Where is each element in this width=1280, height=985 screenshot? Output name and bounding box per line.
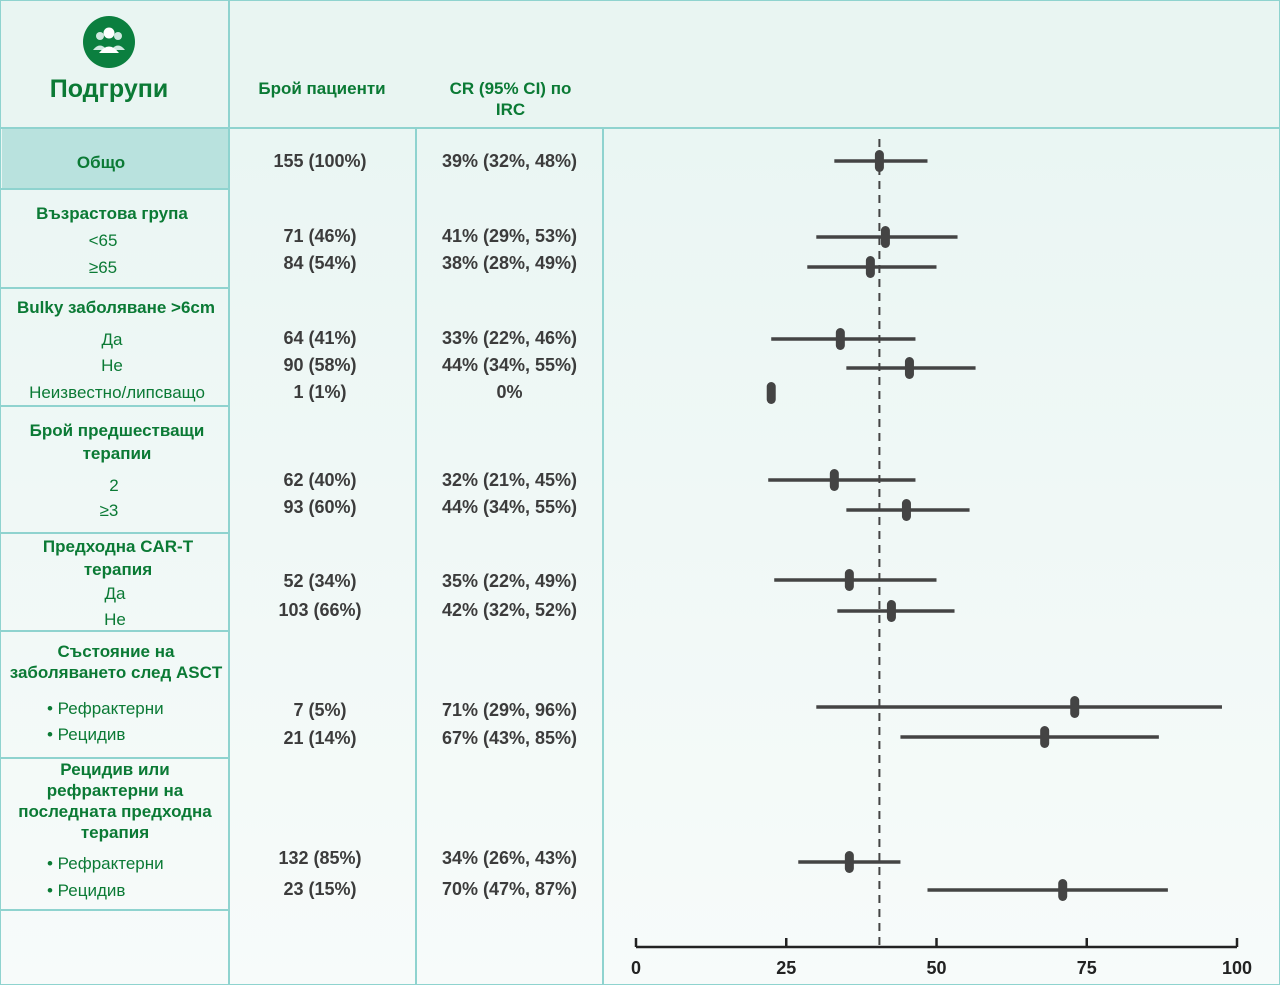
group-label-line: Брой предшестващи (29, 421, 205, 440)
group-divider (1, 287, 229, 289)
group-label-line: Рецидив или (60, 760, 170, 779)
cr-value: 41% (29%, 53%) (441, 226, 578, 246)
point-estimate (844, 569, 854, 591)
group-divider (1, 909, 229, 911)
group-label-prior-therapies: Брой предшестващи терапии (1, 420, 233, 464)
patient-count: 1 (1%) (293, 382, 347, 402)
overall-row-highlight (2, 129, 229, 189)
group-divider (1, 757, 229, 759)
row-label: Не (104, 610, 126, 629)
column-divider (228, 1, 230, 984)
cr-value: 34% (26%, 43%) (441, 848, 578, 868)
group-divider (1, 630, 229, 632)
group-label-age: Възрастова група (36, 204, 188, 223)
column-divider (602, 128, 604, 984)
point-estimate (904, 357, 914, 379)
point-estimate (1070, 696, 1080, 718)
x-tick-label: 25 (776, 958, 796, 978)
x-tick-label: 50 (926, 958, 946, 978)
row-label: • Рецидив (47, 725, 126, 744)
row-label: Не (101, 356, 123, 375)
point-estimate (865, 256, 875, 278)
group-label-line: Състояние на (57, 642, 175, 661)
group-label-line: терапия (83, 560, 153, 579)
header-band (1, 1, 1279, 128)
patient-count: 155 (100%) (273, 151, 367, 171)
cr-value: 33% (22%, 46%) (441, 328, 578, 348)
row-label: Да (104, 584, 126, 603)
row-label: ≥65 (88, 258, 118, 277)
group-divider (1, 532, 229, 534)
patient-count: 84 (54%) (283, 253, 357, 273)
point-estimate (880, 226, 890, 248)
group-label-relapsed-refractory: Рецидив или рефрактерни на последната пр… (1, 759, 229, 843)
patient-count: 52 (34%) (283, 571, 357, 591)
group-label-bulky: Bulky заболяване >6cm (17, 298, 215, 317)
row-label: <65 (88, 231, 118, 250)
group-label-car-t: Предходна CAR-T терапия (1, 536, 235, 580)
group-label-asct: Състояние на заболяването след ASCT (1, 641, 231, 683)
cr-value: 42% (32%, 52%) (441, 600, 578, 620)
group-label-line: Предходна CAR-T (42, 537, 194, 556)
point-estimate (901, 499, 911, 521)
column-header-cr-line2: IRC (495, 100, 526, 119)
x-tick-label: 0 (631, 958, 641, 978)
patient-count: 71 (46%) (283, 226, 357, 246)
patient-count: 21 (14%) (283, 728, 357, 748)
row-label: ≥3 (99, 501, 119, 520)
cr-value: 71% (29%, 96%) (441, 700, 578, 720)
row-label: Неизвестно/липсващо (29, 383, 205, 402)
cr-value: 70% (47%, 87%) (441, 879, 578, 899)
group-label-line: рефрактерни на (46, 781, 184, 800)
row-label: Да (101, 330, 123, 349)
row-label: 2 (109, 476, 119, 495)
point-estimate (886, 600, 896, 622)
group-label-line: терапия (80, 823, 150, 842)
patient-count: 103 (66%) (278, 600, 362, 620)
column-header-cr-line1: CR (95% CI) по (449, 79, 572, 98)
patient-count: 7 (5%) (293, 700, 347, 720)
cr-value: 67% (43%, 85%) (441, 728, 578, 748)
cr-value: 35% (22%, 49%) (441, 571, 578, 591)
cr-value: 0% (496, 382, 523, 402)
x-tick-label: 75 (1077, 958, 1097, 978)
x-tick-label: 100 (1222, 958, 1252, 978)
point-estimate (835, 328, 845, 350)
header-divider (1, 127, 1279, 129)
group-label-line: заболяването след ASCT (9, 663, 223, 682)
point-estimate (766, 382, 776, 404)
page-title: Подгрупи (49, 75, 169, 103)
column-header-patients: Брой пациенти (258, 79, 386, 98)
group-divider (1, 188, 229, 190)
point-estimate (1040, 726, 1050, 748)
group-label-line: последната предходна (18, 802, 212, 821)
people-group-icon (83, 16, 135, 68)
point-estimate (844, 851, 854, 873)
patient-count: 93 (60%) (283, 497, 357, 517)
cr-value: 44% (34%, 55%) (441, 497, 578, 517)
patient-count: 62 (40%) (283, 470, 357, 490)
group-label-line: терапии (82, 444, 152, 463)
cr-value: 38% (28%, 49%) (441, 253, 578, 273)
column-divider (415, 128, 417, 984)
group-divider (1, 405, 229, 407)
patient-count: 132 (85%) (278, 848, 362, 868)
patient-count: 90 (58%) (283, 355, 357, 375)
point-estimate (1058, 879, 1068, 901)
patient-count: 64 (41%) (283, 328, 357, 348)
row-label: • Рецидив (47, 881, 126, 900)
cr-value: 32% (21%, 45%) (441, 470, 578, 490)
cr-value: 39% (32%, 48%) (441, 151, 578, 171)
row-label: • Рефрактерни (47, 699, 164, 718)
column-header-cr: CR (95% CI) по IRC (419, 78, 602, 120)
point-estimate (829, 469, 839, 491)
point-estimate (874, 150, 884, 172)
group-label-overall: Общо (76, 153, 126, 172)
patient-count: 23 (15%) (283, 879, 357, 899)
cr-value: 44% (34%, 55%) (441, 355, 578, 375)
row-label: • Рефрактерни (47, 854, 164, 873)
